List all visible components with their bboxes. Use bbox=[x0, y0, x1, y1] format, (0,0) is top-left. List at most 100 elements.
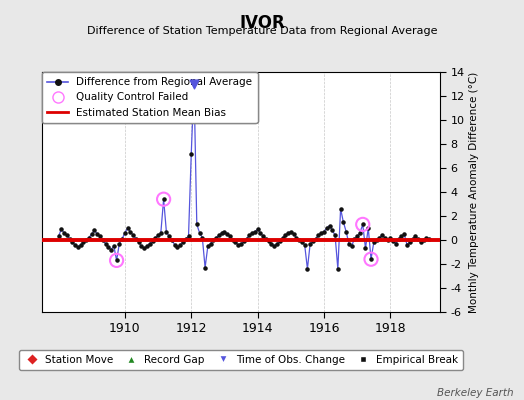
Point bbox=[243, 236, 251, 242]
Point bbox=[85, 234, 93, 241]
Point bbox=[140, 245, 148, 252]
Point bbox=[209, 237, 217, 243]
Point bbox=[101, 240, 110, 247]
Point bbox=[193, 221, 201, 228]
Point bbox=[124, 225, 132, 231]
Point bbox=[414, 236, 422, 242]
Point bbox=[350, 236, 358, 242]
Point bbox=[215, 232, 223, 238]
Point bbox=[309, 238, 317, 244]
Point bbox=[173, 244, 182, 250]
Point bbox=[74, 244, 82, 250]
Point bbox=[159, 196, 168, 202]
Point bbox=[118, 236, 126, 242]
Point bbox=[380, 234, 389, 241]
Point bbox=[317, 230, 325, 236]
Point bbox=[231, 239, 239, 246]
Point bbox=[336, 206, 345, 212]
Point bbox=[187, 150, 195, 157]
Point bbox=[256, 230, 265, 236]
Point bbox=[265, 238, 273, 244]
Point bbox=[364, 225, 373, 231]
Point bbox=[287, 228, 295, 235]
Point bbox=[367, 256, 375, 262]
Point bbox=[184, 233, 193, 240]
Point bbox=[347, 243, 356, 249]
Point bbox=[273, 240, 281, 247]
Point bbox=[311, 236, 320, 242]
Point bbox=[406, 239, 414, 246]
Point bbox=[358, 221, 367, 228]
Point bbox=[198, 234, 206, 241]
Point bbox=[254, 226, 262, 232]
Point bbox=[143, 243, 151, 249]
Point bbox=[281, 232, 289, 238]
Point bbox=[62, 232, 71, 238]
Point bbox=[408, 236, 417, 242]
Point bbox=[201, 264, 209, 271]
Point bbox=[110, 243, 118, 249]
Point bbox=[320, 228, 328, 235]
Point bbox=[88, 231, 96, 237]
Point bbox=[162, 228, 170, 235]
Text: IVOR: IVOR bbox=[239, 14, 285, 32]
Point bbox=[323, 225, 331, 231]
Point bbox=[212, 234, 220, 241]
Point bbox=[334, 266, 342, 272]
Point bbox=[298, 239, 306, 246]
Point bbox=[104, 244, 113, 250]
Point bbox=[250, 228, 259, 235]
Point bbox=[223, 231, 232, 237]
Point bbox=[157, 230, 165, 236]
Point bbox=[358, 221, 367, 228]
Point bbox=[237, 240, 245, 247]
Point bbox=[403, 242, 411, 248]
Point bbox=[289, 231, 298, 237]
Point bbox=[259, 233, 267, 240]
Point bbox=[248, 230, 256, 236]
Point bbox=[176, 242, 184, 248]
Point bbox=[77, 242, 85, 248]
Point bbox=[204, 243, 212, 249]
Point bbox=[71, 242, 79, 248]
Point bbox=[292, 234, 301, 241]
Point bbox=[325, 222, 334, 229]
Point bbox=[165, 233, 173, 240]
Point bbox=[339, 219, 347, 225]
Point bbox=[195, 230, 204, 236]
Point bbox=[159, 196, 168, 202]
Point bbox=[154, 232, 162, 238]
Point bbox=[342, 228, 351, 235]
Point bbox=[151, 234, 159, 241]
Point bbox=[411, 233, 419, 240]
Point bbox=[220, 228, 228, 235]
Point bbox=[148, 238, 157, 244]
Point bbox=[300, 242, 309, 248]
Point bbox=[261, 236, 270, 242]
Point bbox=[126, 228, 135, 235]
Point bbox=[146, 240, 154, 247]
Point bbox=[137, 243, 146, 249]
Point bbox=[121, 230, 129, 236]
Legend: Station Move, Record Gap, Time of Obs. Change, Empirical Break: Station Move, Record Gap, Time of Obs. C… bbox=[19, 350, 463, 370]
Point bbox=[328, 227, 336, 234]
Point bbox=[395, 236, 403, 242]
Point bbox=[168, 237, 176, 243]
Point bbox=[226, 233, 234, 240]
Point bbox=[170, 242, 179, 248]
Point bbox=[295, 237, 303, 243]
Point bbox=[190, 81, 198, 87]
Point bbox=[190, 81, 198, 87]
Point bbox=[284, 230, 292, 236]
Point bbox=[115, 240, 124, 247]
Point bbox=[112, 257, 121, 264]
Point bbox=[66, 236, 74, 242]
Point bbox=[217, 230, 226, 236]
Point bbox=[386, 234, 395, 241]
Point bbox=[135, 239, 143, 246]
Point bbox=[132, 236, 140, 242]
Text: Berkeley Earth: Berkeley Earth bbox=[437, 388, 514, 398]
Point bbox=[82, 237, 90, 243]
Point bbox=[417, 239, 425, 246]
Point bbox=[276, 238, 284, 244]
